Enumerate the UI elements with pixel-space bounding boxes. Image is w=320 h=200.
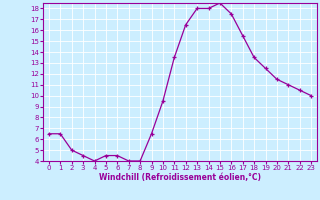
X-axis label: Windchill (Refroidissement éolien,°C): Windchill (Refroidissement éolien,°C) <box>99 173 261 182</box>
